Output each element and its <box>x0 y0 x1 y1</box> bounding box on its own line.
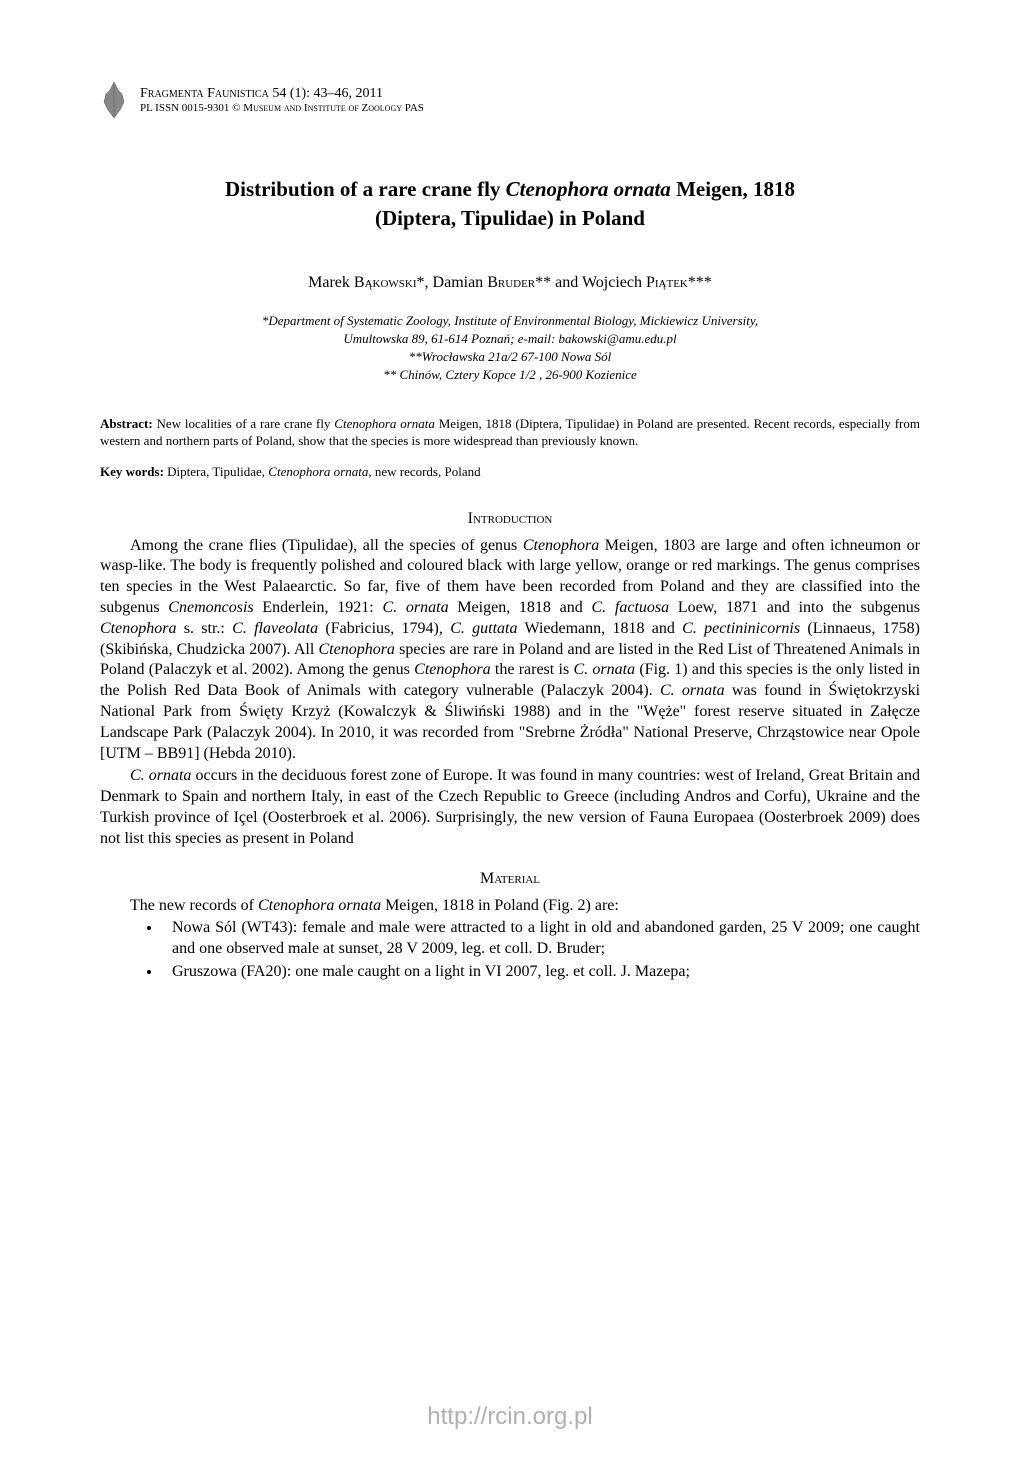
p2-b: occurs in the deciduous forest zone of E… <box>100 767 920 846</box>
abstract-pre: New localities of a rare crane fly <box>157 416 335 431</box>
introduction-heading: Introduction <box>100 510 920 528</box>
affiliation-line2: Umultowska 89, 61-614 Poznań; e-mail: ba… <box>100 330 920 348</box>
author3-first: Wojciech <box>582 274 646 291</box>
p1-p: C. pectininicornis <box>682 620 800 637</box>
keywords-pre: Diptera, Tipulidae, <box>167 464 268 479</box>
affiliations-block: *Department of Systematic Zoology, Insti… <box>100 312 920 385</box>
material-intro-c: Meigen, 1818 in Poland (Fig. 2) are: <box>381 897 619 914</box>
keywords-species: Ctenophora ornata <box>268 464 368 479</box>
journal-name: Fragmenta Faunistica <box>140 86 269 101</box>
title-author-year: Meigen, 1818 <box>671 177 795 201</box>
affiliation-line3: **Wrocławska 21a/2 67-100 Nowa Sól <box>100 348 920 366</box>
author2-first: Damian <box>433 274 488 291</box>
header-text-block: Fragmenta Faunistica 54 (1): 43–46, 2011… <box>140 86 424 114</box>
author3-last: Piątek <box>646 274 688 291</box>
p1-o: Wiedemann, 1818 and <box>518 620 683 637</box>
title-species: Ctenophora ornata <box>506 177 671 201</box>
p1-a: Among the crane flies (Tipulidae), all t… <box>130 537 523 554</box>
p1-x: C. ornata <box>660 682 725 699</box>
material-intro-b: Ctenophora ornata <box>258 897 381 914</box>
keywords-block: Key words: Diptera, Tipulidae, Ctenophor… <box>100 464 920 480</box>
list-item: Gruszowa (FA20): one male caught on a li… <box>162 962 920 983</box>
p1-e: Enderlein, 1921: <box>254 599 383 616</box>
journal-header: Fragmenta Faunistica 54 (1): 43–46, 2011… <box>100 80 920 120</box>
author-sep2: and <box>551 274 582 291</box>
material-intro: The new records of Ctenophora ornata Mei… <box>100 896 920 917</box>
keywords-post: , new records, Poland <box>368 464 480 479</box>
authors-line: Marek Bąkowski*, Damian Bruder** and Woj… <box>100 274 920 292</box>
author1-last: Bąkowski <box>354 274 417 291</box>
article-title: Distribution of a rare crane fly Ctenoph… <box>100 175 920 234</box>
intro-paragraph-2: C. ornata occurs in the deciduous forest… <box>100 766 920 849</box>
footer-url: http://rcin.org.pl <box>0 1403 1020 1431</box>
abstract-label: Abstract: <box>100 416 157 431</box>
p1-h: C. factuosa <box>592 599 670 616</box>
p1-v: C. ornata <box>573 661 635 678</box>
p1-u: the rarest is <box>491 661 574 678</box>
p1-m: (Fabricius, 1794), <box>318 620 450 637</box>
title-line2: (Diptera, Tipulidae) in Poland <box>375 206 645 230</box>
abstract-species: Ctenophora ornata <box>334 416 435 431</box>
journal-issue: 54 (1): 43–46, 2011 <box>269 86 383 101</box>
p1-g: Meigen, 1818 and <box>449 599 592 616</box>
affiliation-line1: *Department of Systematic Zoology, Insti… <box>100 312 920 330</box>
p1-r: Ctenophora <box>318 641 394 658</box>
material-list: Nowa Sól (WT43): female and male were at… <box>100 918 920 982</box>
journal-citation: Fragmenta Faunistica 54 (1): 43–46, 2011 <box>140 86 424 102</box>
p1-n: C. guttata <box>450 620 517 637</box>
p2-a: C. ornata <box>130 767 191 784</box>
author1-first: Marek <box>308 274 354 291</box>
p1-k: s. str.: <box>176 620 232 637</box>
material-heading: Material <box>100 870 920 888</box>
p1-i: Loew, 1871 and into the subgenus <box>669 599 920 616</box>
p1-j: Ctenophora <box>100 620 176 637</box>
keywords-label: Key words: <box>100 464 167 479</box>
affiliation-line4: ** Chinów, Cztery Kopce 1/2 , 26-900 Koz… <box>100 366 920 384</box>
title-prefix: Distribution of a rare crane fly <box>225 177 506 201</box>
author-sep1: , <box>425 274 433 291</box>
title-block: Distribution of a rare crane fly Ctenoph… <box>100 175 920 234</box>
journal-logo-icon <box>100 80 128 120</box>
intro-paragraph-1: Among the crane flies (Tipulidae), all t… <box>100 536 920 765</box>
p1-f: C. ornata <box>382 599 448 616</box>
author1-mark: * <box>417 274 425 291</box>
p1-b: Ctenophora <box>523 537 599 554</box>
author2-mark: ** <box>535 274 551 291</box>
author3-mark: *** <box>688 274 712 291</box>
p1-t: Ctenophora <box>414 661 490 678</box>
abstract-block: Abstract: New localities of a rare crane… <box>100 415 920 450</box>
list-item: Nowa Sól (WT43): female and male were at… <box>162 918 920 960</box>
p1-d: Cnemoncosis <box>168 599 253 616</box>
p1-l: C. flaveolata <box>232 620 318 637</box>
material-intro-a: The new records of <box>130 897 258 914</box>
author2-last: Bruder <box>487 274 535 291</box>
issn-line: PL ISSN 0015-9301 © Museum and Institute… <box>140 102 424 114</box>
